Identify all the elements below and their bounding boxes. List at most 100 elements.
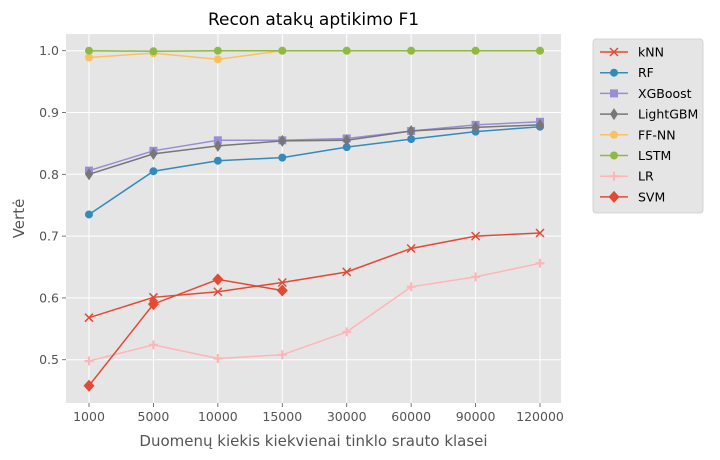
data-point-lstm bbox=[471, 46, 480, 55]
series-line-knn bbox=[88, 232, 541, 319]
x-tick-label: 5000 bbox=[138, 409, 170, 424]
x-tick-label: 1000 bbox=[73, 409, 105, 424]
data-point-knn bbox=[406, 243, 416, 254]
legend-item-rf: RF bbox=[600, 65, 654, 80]
legend-item-lightgbm: LightGBM bbox=[600, 107, 698, 122]
legend-label: SVM bbox=[638, 189, 665, 204]
x-axis-label: Duomenų kiekis kiekvienai tinklo srauto … bbox=[139, 432, 487, 450]
legend-item-svm: SVM bbox=[600, 189, 665, 204]
data-point-lightgbm bbox=[536, 118, 545, 131]
y-tick-label: 0.6 bbox=[39, 290, 59, 305]
x-tick-label: 90000 bbox=[456, 409, 496, 424]
data-point-lightgbm bbox=[85, 168, 93, 181]
legend-label: LSTM bbox=[638, 148, 671, 163]
y-axis-label: Vertė bbox=[10, 199, 28, 239]
legend-marker bbox=[608, 190, 620, 203]
data-point-lr bbox=[213, 353, 223, 363]
data-point-rf bbox=[213, 156, 222, 165]
data-point-svm bbox=[147, 298, 159, 311]
series-lstm bbox=[85, 46, 545, 56]
legend-item-knn: kNN bbox=[600, 45, 664, 60]
series-lightgbm bbox=[85, 118, 545, 181]
x-tick-label: 120000 bbox=[516, 409, 564, 424]
data-point-rf bbox=[278, 153, 287, 162]
legend-label: LR bbox=[638, 169, 654, 184]
legend-marker bbox=[609, 171, 619, 181]
legend-label: RF bbox=[638, 65, 654, 80]
y-axis-ticks: 0.5 0.6 0.7 0.8 0.9 1.0 bbox=[39, 43, 66, 367]
legend-marker bbox=[610, 89, 618, 98]
series-line-lr bbox=[88, 262, 541, 362]
data-point-svm bbox=[212, 273, 224, 286]
data-point-ff-nn bbox=[85, 53, 93, 62]
legend: kNN RF XGBoost LightGBM FF-NN LSTM LR SVM bbox=[592, 38, 704, 214]
data-point-lightgbm bbox=[278, 134, 287, 147]
data-point-lightgbm bbox=[342, 134, 351, 147]
data-point-knn bbox=[84, 313, 94, 323]
x-tick-label: 10000 bbox=[198, 409, 238, 424]
legend-label: XGBoost bbox=[638, 86, 692, 101]
legend-label: LightGBM bbox=[638, 107, 698, 122]
series-line-lstm bbox=[88, 49, 541, 53]
data-point-lstm bbox=[342, 46, 351, 55]
data-point-knn bbox=[342, 267, 352, 277]
data-point-svm bbox=[276, 284, 288, 297]
legend-item-lstm: LSTM bbox=[600, 148, 671, 163]
data-point-lstm bbox=[149, 47, 158, 56]
data-point-lstm bbox=[278, 46, 287, 55]
legend-box bbox=[592, 38, 704, 214]
legend-item-lr: LR bbox=[600, 169, 654, 184]
series-lines bbox=[83, 46, 545, 392]
legend-marker bbox=[609, 47, 619, 57]
legend-marker bbox=[610, 130, 618, 139]
data-point-lr bbox=[148, 340, 158, 350]
x-axis-ticks: 1000 5000 10000 15000 30000 60000 90000 120000 bbox=[73, 403, 564, 424]
x-tick-label: 60000 bbox=[391, 409, 431, 424]
data-point-lightgbm bbox=[149, 147, 158, 160]
data-point-lightgbm bbox=[471, 121, 480, 134]
y-tick-label: 0.8 bbox=[39, 167, 59, 182]
plot-area bbox=[66, 34, 561, 403]
y-tick-label: 0.5 bbox=[39, 352, 59, 367]
data-point-lstm bbox=[213, 46, 222, 55]
data-point-knn bbox=[471, 231, 481, 241]
data-point-lr bbox=[471, 272, 481, 282]
data-point-svm bbox=[83, 379, 95, 392]
legend-item-xgboost: XGBoost bbox=[600, 86, 692, 101]
data-point-rf bbox=[342, 143, 351, 152]
series-svm bbox=[83, 273, 288, 392]
data-point-knn bbox=[213, 287, 223, 297]
data-point-lr bbox=[277, 350, 287, 360]
data-point-lstm bbox=[85, 46, 93, 55]
legend-label: FF-NN bbox=[638, 127, 676, 142]
legend-marker bbox=[610, 108, 618, 121]
chart-title: Recon atakų aptikimo F1 bbox=[208, 10, 419, 30]
legend-marker bbox=[610, 151, 618, 160]
data-point-lstm bbox=[536, 46, 545, 55]
series-line-svm bbox=[88, 278, 283, 387]
data-point-rf bbox=[149, 167, 158, 176]
data-point-lightgbm bbox=[213, 139, 222, 152]
series-knn bbox=[84, 228, 545, 323]
y-tick-label: 0.9 bbox=[39, 105, 59, 120]
x-tick-label: 30000 bbox=[327, 409, 367, 424]
data-point-rf bbox=[85, 210, 93, 219]
legend-label: kNN bbox=[638, 45, 664, 60]
series-lr bbox=[84, 258, 545, 366]
data-point-knn bbox=[535, 228, 545, 238]
legend-item-ff-nn: FF-NN bbox=[600, 127, 676, 142]
data-point-lightgbm bbox=[407, 125, 416, 138]
x-tick-label: 15000 bbox=[262, 409, 302, 424]
data-point-lr bbox=[342, 327, 352, 337]
series-line-xgboost bbox=[88, 121, 541, 172]
data-point-lr bbox=[406, 282, 416, 292]
legend-marker bbox=[610, 68, 618, 77]
y-tick-label: 1.0 bbox=[39, 43, 59, 58]
data-point-rf bbox=[407, 135, 416, 144]
series-line-rf bbox=[88, 125, 541, 216]
data-point-knn bbox=[277, 277, 287, 288]
series-line-lightgbm bbox=[88, 124, 541, 176]
data-point-lr bbox=[535, 258, 545, 268]
data-point-lstm bbox=[407, 46, 416, 55]
data-point-lr bbox=[84, 356, 94, 366]
